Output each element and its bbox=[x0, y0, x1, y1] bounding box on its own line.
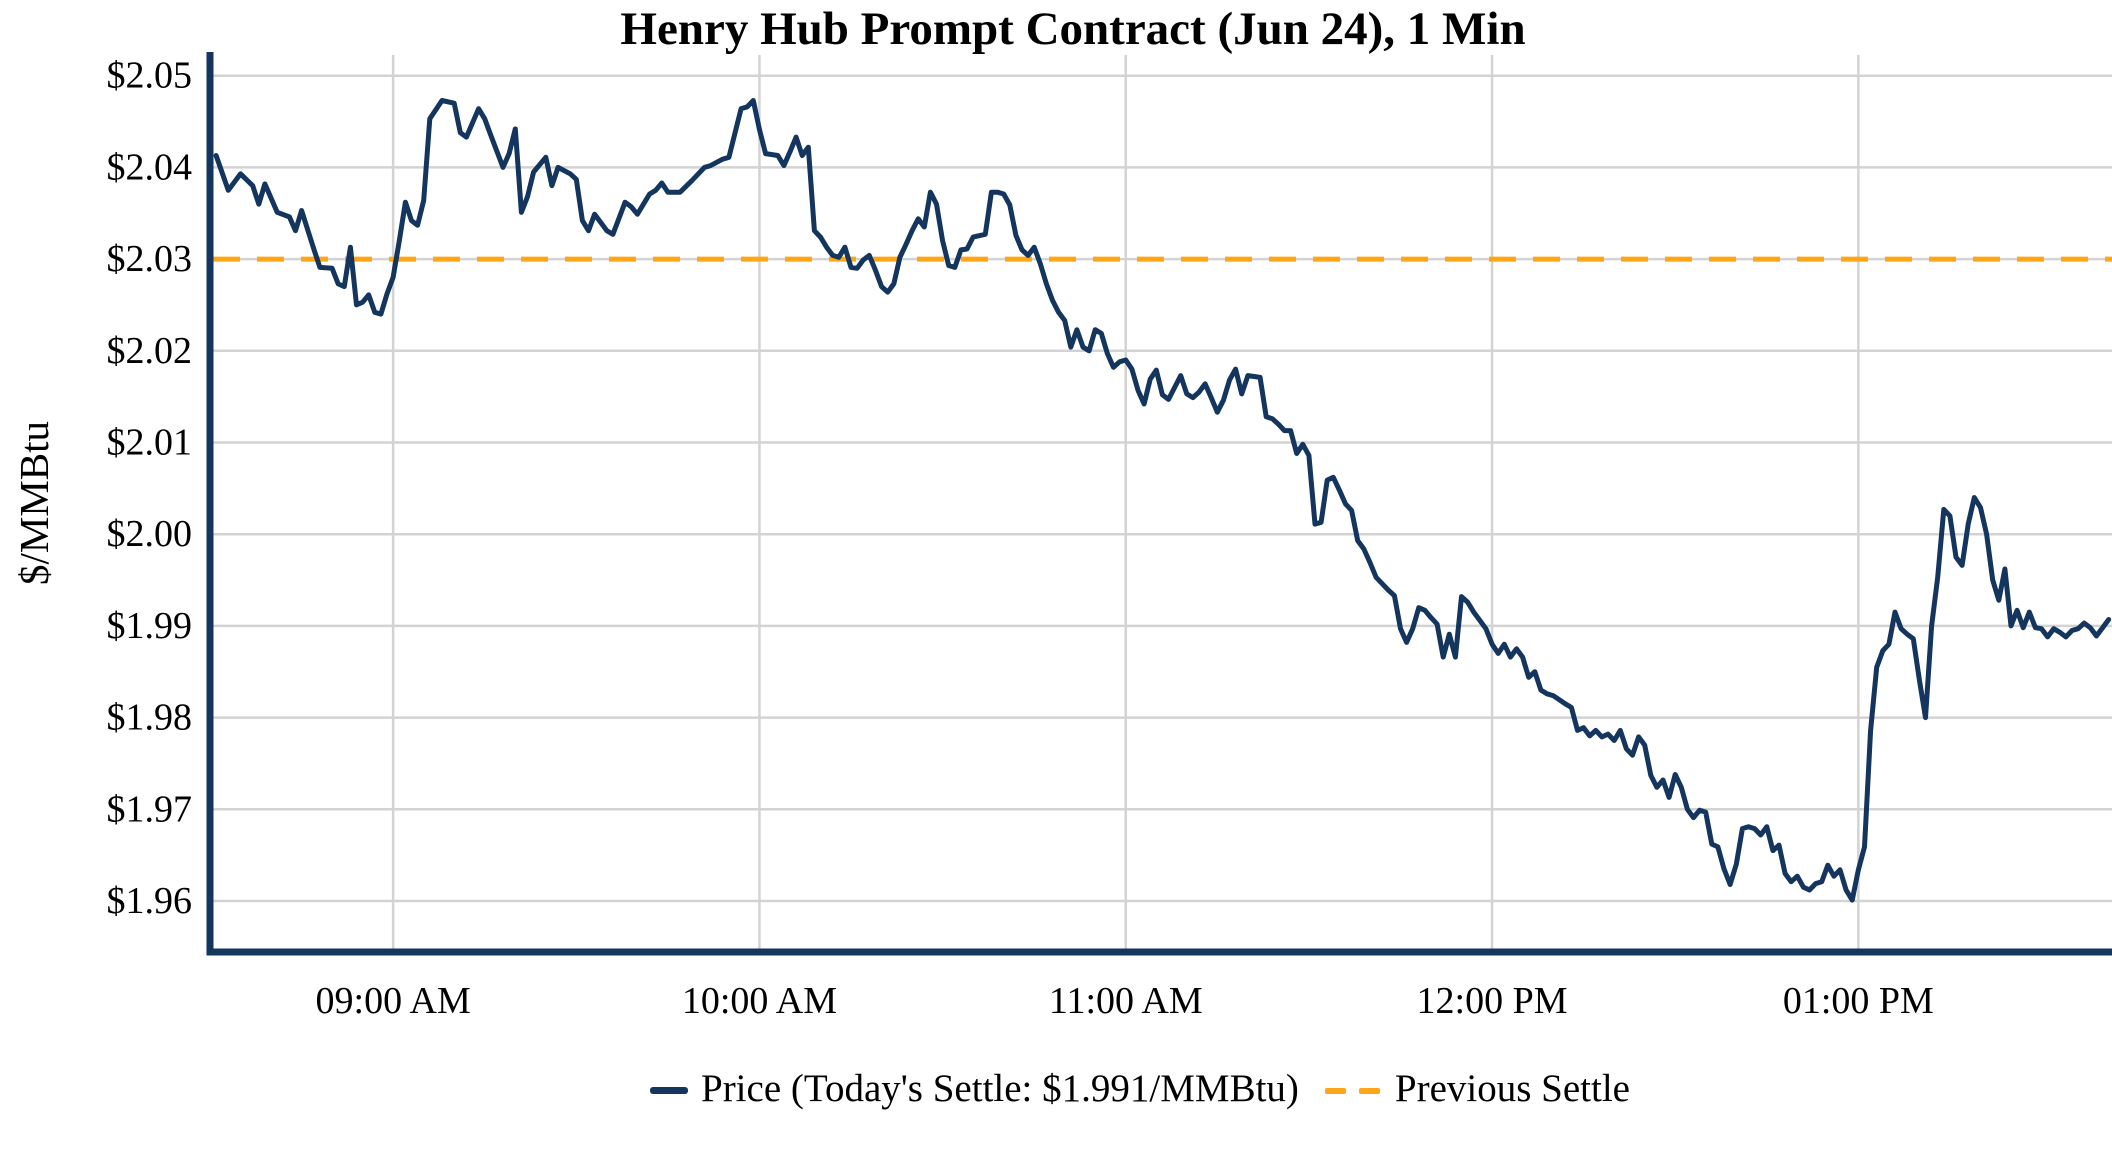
previous-settle-legend-swatch bbox=[1324, 1087, 1380, 1094]
y-tick-label: $1.99 bbox=[107, 605, 193, 647]
y-tick-label: $2.00 bbox=[107, 513, 193, 555]
y-tick-label: $1.96 bbox=[107, 880, 193, 922]
price-line-legend-swatch bbox=[650, 1087, 688, 1094]
y-tick-label: $2.05 bbox=[107, 55, 193, 97]
x-tick-label: 10:00 AM bbox=[682, 980, 837, 1022]
price-line bbox=[213, 98, 2112, 903]
chart-title: Henry Hub Prompt Contract (Jun 24), 1 Mi… bbox=[620, 3, 1526, 55]
legend-previous-settle-label: Previous Settle bbox=[1394, 1067, 1630, 1110]
x-tick-label: 01:00 PM bbox=[1783, 980, 1934, 1022]
x-tick-label: 11:00 AM bbox=[1049, 980, 1203, 1022]
legend: Price (Today's Settle: $1.991/MMBtu) Pre… bbox=[650, 1066, 1630, 1111]
y-tick-label: $2.02 bbox=[107, 330, 193, 372]
y-tick-label: $2.01 bbox=[107, 422, 193, 464]
legend-price-label: Price (Today's Settle: $1.991/MMBtu) bbox=[701, 1067, 1299, 1110]
dash-segment bbox=[1324, 1087, 1346, 1094]
dash-segment bbox=[1358, 1087, 1380, 1094]
x-tick-label: 12:00 PM bbox=[1417, 980, 1568, 1022]
y-tick-label: $1.97 bbox=[107, 788, 193, 830]
x-tick-label: 09:00 AM bbox=[316, 980, 471, 1022]
y-tick-label: $2.04 bbox=[107, 146, 193, 188]
y-tick-label: $1.98 bbox=[107, 697, 193, 739]
y-tick-label: $2.03 bbox=[107, 238, 193, 280]
